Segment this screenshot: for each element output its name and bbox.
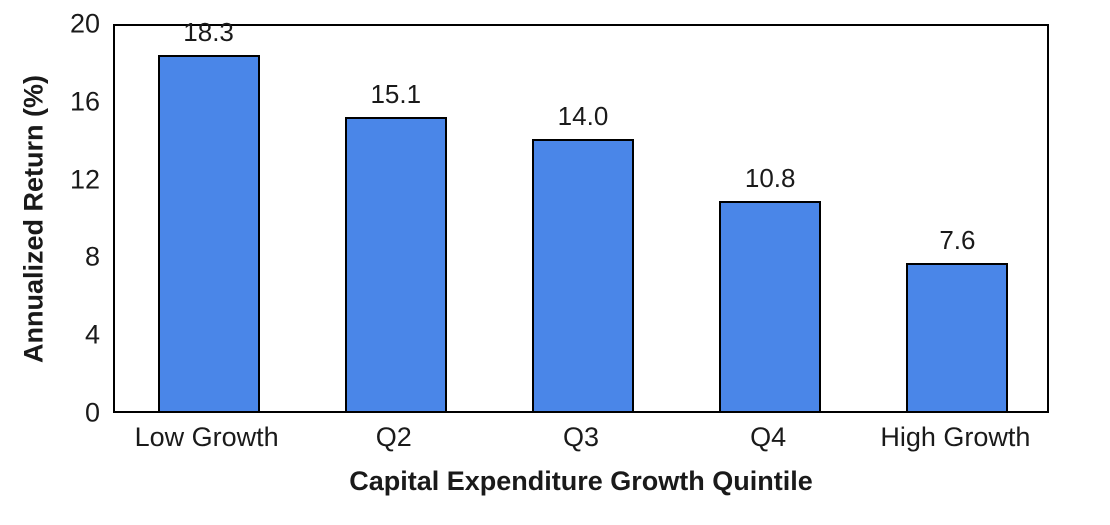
y-tick-label: 20: [69, 8, 100, 39]
x-tick-label: Q2: [375, 422, 412, 452]
bar-value-label: 10.8: [744, 162, 796, 193]
x-tick-label: Low Growth: [134, 422, 279, 452]
bar: [719, 200, 822, 411]
y-tick-label: 8: [84, 241, 100, 272]
bar-value-label: 15.1: [370, 79, 422, 110]
y-tick-label: 16: [69, 86, 100, 117]
bar: [532, 138, 634, 411]
bar-value-label: 7.6: [939, 225, 976, 256]
x-axis-title: Capital Expenditure Growth Quintile: [349, 466, 813, 496]
bar: [157, 55, 260, 411]
y-tick-label: 0: [84, 397, 100, 428]
y-axis-title: Annualized Return (%): [18, 74, 49, 363]
bar: [344, 117, 447, 411]
y-tick-label: 4: [84, 319, 100, 350]
bar-value-label: 14.0: [557, 100, 609, 131]
x-tick-label: Q4: [750, 422, 787, 452]
bar: [906, 263, 1009, 411]
plot-area: 18.3 15.1 14.0 10.8 7.6: [113, 19, 1049, 413]
y-tick-label: 12: [69, 164, 100, 195]
x-tick-label: Q3: [562, 422, 599, 452]
bar-value-label: 18.3: [183, 17, 234, 48]
x-tick-label: High Growth: [880, 422, 1031, 452]
